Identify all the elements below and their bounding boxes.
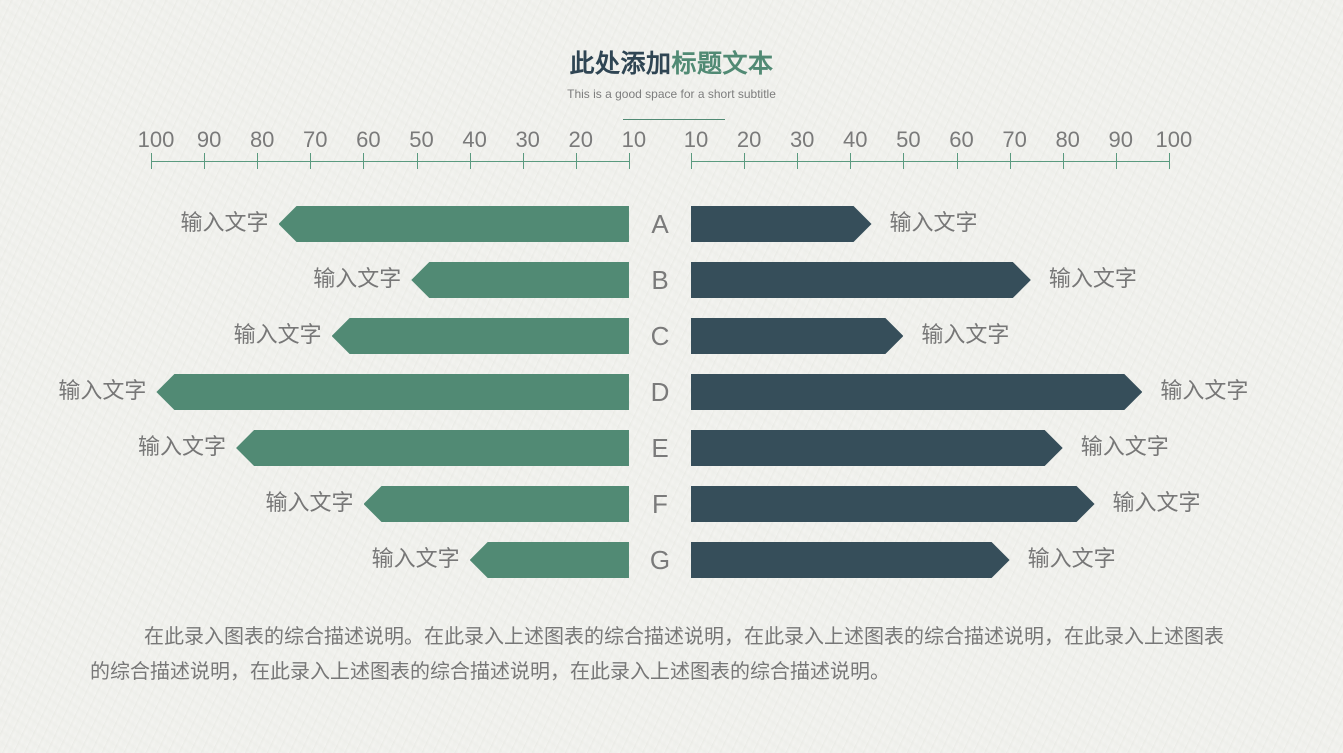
bar-left-label: 输入文字 [233,323,322,348]
bar-left-label: 输入文字 [180,211,269,236]
category-label: C [650,321,670,351]
right-axis-line [691,161,1170,162]
axis-tick [204,153,206,169]
bar-left-e [236,430,629,466]
bar-left-label: 输入文字 [371,547,460,572]
left-axis-line [151,161,630,162]
axis-tick [575,153,577,169]
bar-left-label: 输入文字 [58,379,147,404]
axis-tick [1062,153,1064,169]
left-axis: 100 90 80 70 60 50 40 30 20 10 [0,125,680,175]
right-axis: 10 20 30 40 50 60 70 80 90 100 [0,125,1343,175]
bar-left-label: 输入文字 [138,435,227,460]
bar-left-label: 输入文字 [265,491,354,516]
axis-tick [628,153,630,169]
bar-left-b [411,262,629,298]
axis-tick [151,153,152,169]
axis-tick [1168,153,1170,169]
category-label: A [651,209,669,239]
axis-tick-label: 30 [789,127,815,152]
axis-tick-label: 40 [462,127,487,152]
category-label: B [651,265,669,295]
axis-tick [744,153,746,169]
page-subtitle: This is a good space for a short subtitl… [567,87,776,101]
axis-tick-label: 30 [515,127,540,152]
bar-right-a [691,206,872,242]
bar-right-label: 输入文字 [889,211,978,236]
bar-left-d [156,374,629,410]
axis-tick [522,153,524,169]
category-label: D [650,377,670,407]
axis-tick-label: 10 [621,127,647,152]
title-part-dark: 此处添加 [569,49,672,78]
axis-tick [469,153,471,169]
bar-right-d [691,374,1142,410]
axis-tick [416,153,418,169]
axis-tick [903,153,905,169]
axis-tick-label: 60 [949,127,974,152]
axis-tick [797,153,799,169]
title-part-green: 标题文本 [671,49,774,78]
bar-right-b [691,262,1031,298]
axis-tick [310,153,312,169]
axis-tick [257,153,259,169]
axis-tick-label: 80 [1055,127,1080,152]
axis-tick [1115,153,1117,169]
chart-description: 在此录入图表的综合描述说明。在此录入上述图表的综合描述说明，在此录入上述图表的综… [90,624,1224,683]
bar-right-label: 输入文字 [1027,547,1116,572]
bar-right-c [691,318,903,354]
axis-tick-label: 60 [356,127,381,152]
axis-tick-label: 100 [1155,127,1193,152]
axis-tick-label: 50 [896,127,921,152]
axis-tick-label: 50 [409,127,434,152]
axis-tick-label: 10 [683,127,709,152]
bar-left-label: 输入文字 [313,267,402,292]
category-label: G [649,545,671,575]
axis-tick [850,153,852,169]
axis-tick-label: 70 [1002,127,1027,152]
bar-left-g [469,542,629,578]
axis-tick-label: 70 [303,127,328,152]
bar-right-f [691,486,1095,522]
axis-tick-label: 20 [736,127,762,152]
bar-right-label: 输入文字 [1048,267,1137,292]
axis-tick-label: 80 [249,127,275,152]
axis-tick [956,153,958,169]
bar-right-e [691,430,1063,466]
axis-tick-label: 90 [196,127,222,152]
bar-right-label: 输入文字 [921,323,1010,348]
bar-left-c [331,318,629,354]
axis-tick-label: 90 [1108,127,1134,152]
category-label: E [651,433,669,463]
axis-tick [363,153,365,169]
axis-tick-label: 100 [137,127,175,152]
category-label: F [652,489,668,519]
bar-right-label: 输入文字 [1112,491,1201,516]
bar-right-g [691,542,1010,578]
bar-right-label: 输入文字 [1080,435,1169,460]
axis-tick [1009,153,1011,169]
axis-tick-label: 40 [843,127,868,152]
bar-left-a [278,206,629,242]
bar-right-label: 输入文字 [1160,379,1249,404]
title-divider [623,119,725,120]
page-title: 此处添加标题文本 [0,44,1343,80]
bar-left-f [363,486,629,522]
axis-tick-label: 20 [568,127,594,152]
axis-tick [691,153,692,169]
